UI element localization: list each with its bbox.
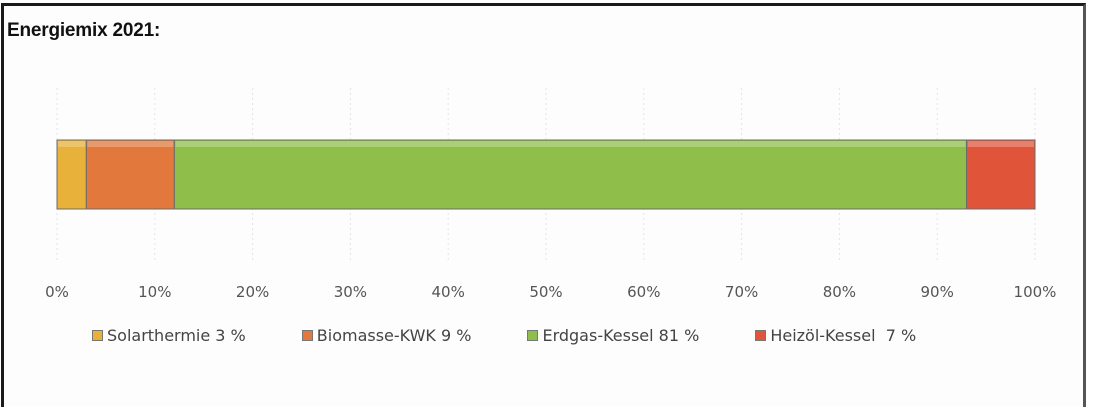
legend-item-solarthermie: Solarthermie 3 % bbox=[92, 326, 246, 345]
x-tick-label-9: 90% bbox=[921, 283, 954, 301]
bar-segment-1 bbox=[85, 139, 175, 210]
x-tick-label-8: 80% bbox=[823, 283, 856, 301]
x-tick-label-1: 10% bbox=[138, 283, 171, 301]
legend-label-biomasse: Biomasse-KWK 9 % bbox=[316, 326, 472, 345]
x-tick-label-10: 100% bbox=[1014, 283, 1057, 301]
bar-segment-highlight-2 bbox=[175, 141, 966, 147]
legend-swatch-biomasse bbox=[301, 330, 313, 341]
x-tick-label-5: 50% bbox=[529, 283, 562, 301]
x-tick-label-7: 70% bbox=[725, 283, 758, 301]
legend-item-erdgas: Erdgas-Kessel 81 % bbox=[527, 326, 699, 345]
bar-segment-0 bbox=[56, 139, 87, 210]
x-tick-label-3: 30% bbox=[334, 283, 367, 301]
x-tick-label-2: 20% bbox=[236, 283, 269, 301]
legend-label-solarthermie: Solarthermie 3 % bbox=[107, 326, 246, 345]
legend-item-heizoel: Heizöl-Kessel 7 % bbox=[755, 326, 916, 345]
chart-title: Energiemix 2021: bbox=[7, 20, 161, 41]
legend-swatch-erdgas bbox=[527, 330, 539, 341]
bar-segment-highlight-3 bbox=[967, 141, 1034, 147]
legend-swatch-solarthermie bbox=[92, 330, 103, 341]
x-tick-label-4: 40% bbox=[432, 283, 465, 301]
chart-legend: Solarthermie 3 % Biomasse-KWK 9 % Erdgas… bbox=[92, 326, 972, 345]
bar-segment-2 bbox=[173, 139, 968, 210]
x-tick-label-6: 60% bbox=[627, 283, 660, 301]
bar-segment-highlight-1 bbox=[87, 141, 174, 147]
x-tick-label-0: 0% bbox=[45, 283, 69, 301]
legend-swatch-heizoel bbox=[755, 330, 767, 341]
legend-item-biomasse: Biomasse-KWK 9 % bbox=[301, 326, 472, 345]
bar-segment-highlight-0 bbox=[58, 141, 86, 147]
legend-label-heizoel: Heizöl-Kessel 7 % bbox=[770, 326, 917, 345]
legend-label-erdgas: Erdgas-Kessel 81 % bbox=[542, 326, 700, 345]
bar-segment-3 bbox=[966, 139, 1036, 210]
